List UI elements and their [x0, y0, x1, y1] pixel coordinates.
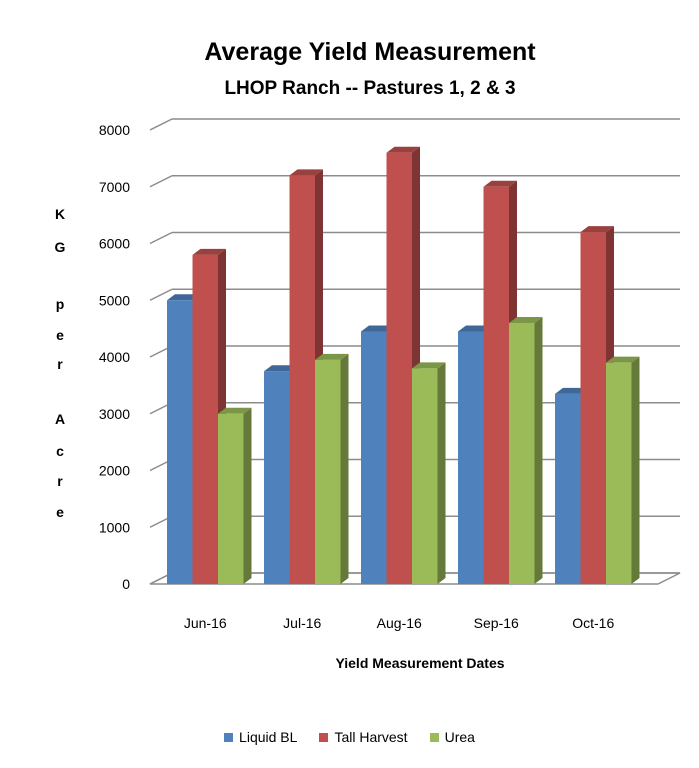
bar-side: [631, 356, 640, 584]
bar-side: [534, 316, 543, 584]
y-tick-label: 0: [122, 576, 130, 592]
bar: [192, 254, 218, 584]
bar-top: [412, 362, 446, 369]
legend-swatch: [224, 732, 234, 742]
bar-top: [386, 146, 420, 153]
gridline-depth: [149, 231, 173, 245]
y-tick-label: 2000: [99, 463, 130, 479]
y-tick-label: 3000: [99, 406, 130, 422]
y-label-letter: p: [55, 296, 65, 312]
legend-label: Liquid BL: [239, 729, 298, 745]
bar-top: [606, 356, 640, 363]
legend-item: Urea: [429, 729, 475, 745]
y-tick-label: 1000: [99, 519, 130, 535]
y-label-letter: e: [56, 504, 64, 520]
chart-title: Average Yield Measurement: [204, 38, 536, 66]
y-label-letter: r: [57, 356, 63, 372]
y-label-letter: A: [54, 411, 66, 427]
bar: [580, 232, 606, 584]
legend-swatch: [319, 732, 329, 742]
x-axis-label: Yield Measurement Dates: [335, 655, 505, 671]
legend-label: Urea: [444, 729, 475, 745]
x-tick-label: Oct-16: [572, 615, 614, 631]
bar-top: [580, 226, 614, 233]
bar-side: [243, 407, 252, 584]
y-label-letter: r: [57, 473, 63, 489]
y-label-letter: c: [56, 443, 64, 459]
bar: [458, 331, 484, 584]
legend-item: Tall Harvest: [319, 729, 408, 745]
bar: [289, 175, 315, 584]
bar: [386, 152, 412, 584]
bar-side: [340, 353, 349, 584]
bar-top: [218, 407, 252, 414]
bar-top: [264, 365, 298, 372]
bar: [555, 393, 581, 584]
bar-top: [361, 325, 395, 332]
gridline-depth: [149, 175, 173, 188]
y-tick-label: 8000: [99, 122, 130, 138]
bar-side: [437, 362, 446, 584]
bar-top: [315, 353, 349, 360]
bar: [218, 413, 244, 584]
legend-item: Liquid BL: [224, 729, 297, 745]
bar-top: [289, 169, 323, 176]
bar: [412, 368, 438, 584]
x-tick-label: Sep-16: [474, 615, 519, 631]
bar: [167, 300, 193, 584]
y-label-letter: K: [54, 206, 66, 222]
x-tick-label: Jul-16: [283, 615, 321, 631]
bar: [509, 322, 535, 584]
bar: [606, 362, 632, 584]
y-tick-label: 6000: [99, 236, 130, 252]
bar-top: [509, 316, 543, 323]
bar: [361, 331, 387, 584]
bar-top: [192, 248, 226, 255]
bar: [315, 359, 341, 584]
gridline-depth: [149, 288, 173, 301]
bar-top: [483, 180, 517, 187]
y-label-letter: G: [54, 239, 66, 255]
x-tick-label: Jun-16: [184, 615, 227, 631]
bar: [264, 371, 290, 584]
chart-subtitle: LHOP Ranch -- Pastures 1, 2 & 3: [224, 78, 516, 99]
y-label-letter: e: [56, 327, 64, 343]
legend: Liquid BL Tall Harvest Urea: [0, 729, 699, 745]
y-tick-label: 7000: [99, 179, 130, 195]
bar-top: [458, 325, 492, 332]
legend-label: Tall Harvest: [334, 729, 408, 745]
bar: [483, 186, 509, 584]
y-tick-label: 4000: [99, 349, 130, 365]
legend-swatch: [429, 732, 439, 742]
y-tick-label: 5000: [99, 292, 130, 308]
x-tick-label: Aug-16: [377, 615, 422, 631]
gridline-depth: [149, 118, 173, 131]
bar-top: [167, 294, 201, 301]
bar-top: [555, 387, 589, 394]
